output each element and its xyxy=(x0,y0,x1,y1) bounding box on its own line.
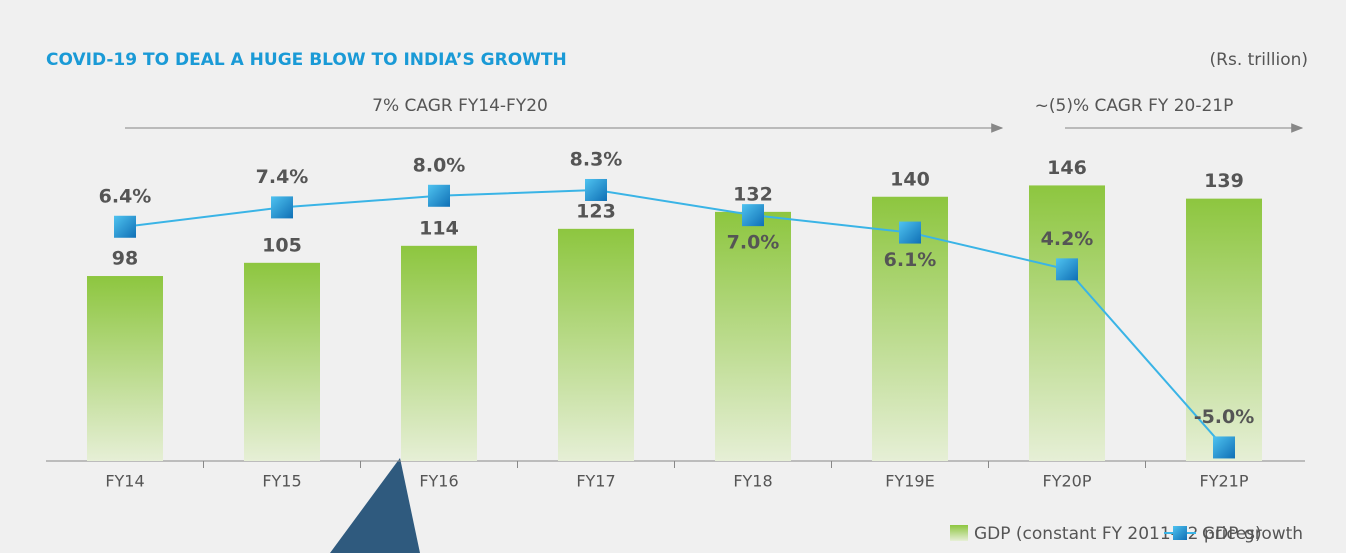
bar xyxy=(715,211,791,461)
bar-label: 98 xyxy=(112,248,138,270)
bar-label: 123 xyxy=(576,200,616,222)
marker xyxy=(1213,436,1235,459)
marker xyxy=(1056,258,1078,281)
point-label: 7.0% xyxy=(727,232,780,254)
marker xyxy=(271,196,293,219)
x-tick-label: FY15 xyxy=(262,472,301,491)
bar-label: 132 xyxy=(733,183,773,205)
marker xyxy=(428,184,450,207)
marker xyxy=(585,178,607,201)
point-label: 4.2% xyxy=(1041,228,1094,250)
legend-swatch xyxy=(950,525,968,541)
annotation: 7% CAGR FY14-FY20 xyxy=(372,96,548,116)
x-tick-label: FY18 xyxy=(733,472,772,491)
chart-title: COVID-19 TO DEAL A HUGE BLOW TO INDIA’S … xyxy=(46,50,567,70)
point-label: 6.4% xyxy=(99,185,152,207)
x-tick-label: FY21P xyxy=(1200,472,1249,491)
bar-label: 146 xyxy=(1047,157,1087,179)
x-tick-label: FY19E xyxy=(885,472,934,491)
bar xyxy=(401,245,477,461)
bar-label: 105 xyxy=(262,234,302,256)
marker xyxy=(899,221,921,244)
bar-label: 140 xyxy=(890,168,930,190)
bar xyxy=(244,262,320,461)
x-tick-label: FY17 xyxy=(576,472,615,491)
x-tick-label: FY16 xyxy=(419,472,458,491)
decor xyxy=(330,458,420,553)
unit-label: (Rs. trillion) xyxy=(1210,50,1308,70)
annotation: ~(5)% CAGR FY 20-21P xyxy=(1035,96,1234,116)
bar xyxy=(1029,185,1105,462)
x-tick-label: FY20P xyxy=(1043,472,1092,491)
legend-label: GDP growth xyxy=(1202,524,1303,544)
point-label: 8.0% xyxy=(413,154,466,176)
bar-label: 139 xyxy=(1204,170,1244,192)
legend-label: GDP (constant FY 2011-12 prices) xyxy=(974,524,1262,544)
x-tick-label: FY14 xyxy=(105,472,144,491)
bar xyxy=(87,276,163,461)
legend-swatch xyxy=(1173,526,1187,540)
point-label: 6.1% xyxy=(884,249,937,271)
point-label: 8.3% xyxy=(570,148,623,170)
line xyxy=(124,188,1225,449)
bar xyxy=(558,228,634,461)
marker xyxy=(742,204,764,227)
point-label: -5.0% xyxy=(1194,406,1255,428)
marker xyxy=(114,215,136,238)
point-label: 7.4% xyxy=(256,166,309,188)
bar-label: 114 xyxy=(419,217,459,239)
